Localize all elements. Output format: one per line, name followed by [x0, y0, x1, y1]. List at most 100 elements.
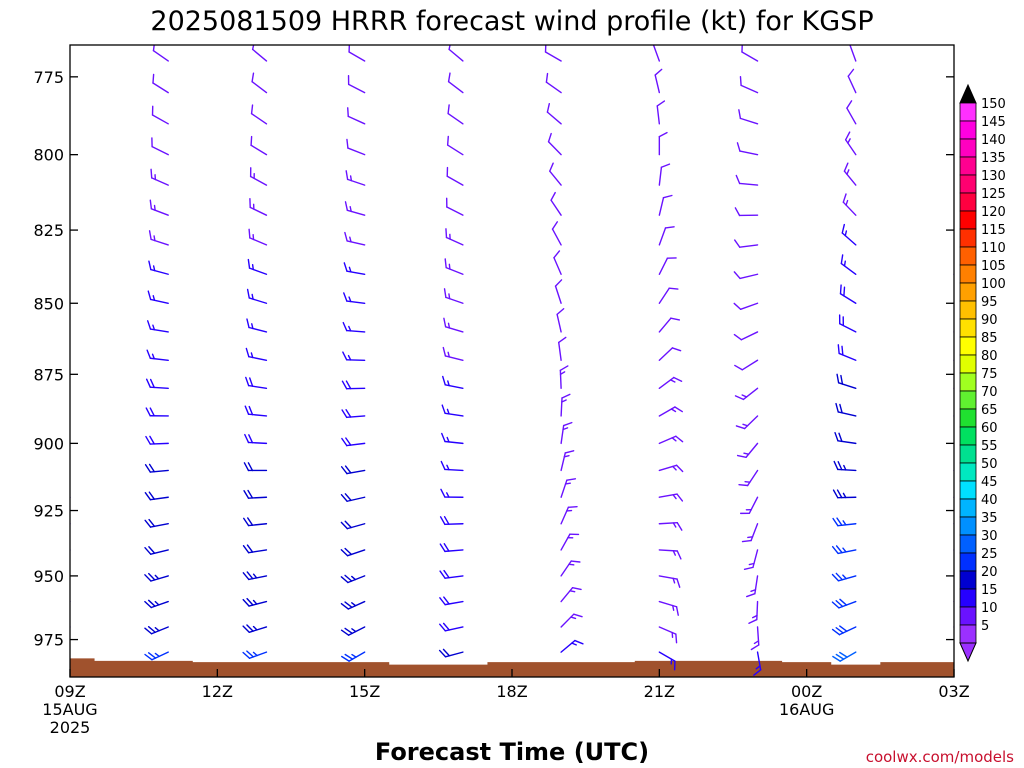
barb-feather: [246, 650, 254, 658]
wind-barb: [554, 279, 563, 304]
barb-feather: [836, 489, 843, 499]
barb-feather: [149, 407, 155, 417]
wind-barb: [560, 450, 575, 472]
barb-feather: [147, 599, 156, 607]
colorbar-swatch: [959, 300, 977, 320]
wind-barb: [443, 317, 464, 333]
barb-feather: [446, 464, 450, 471]
barb-feather: [847, 68, 855, 77]
wind-barb: [840, 254, 857, 275]
y-tick-label: 775: [33, 68, 64, 87]
wind-barb: [838, 314, 857, 333]
wind-barb: [560, 533, 580, 551]
barb-shaft: [849, 45, 857, 62]
barb-feather: [837, 461, 843, 471]
barb-feather: [242, 572, 250, 581]
barb-feather: [835, 402, 839, 413]
barb-feather: [741, 539, 752, 543]
colorbar-label: 65: [981, 403, 998, 418]
wind-barb: [658, 575, 681, 588]
wind-barb: [144, 651, 169, 661]
barb-feather: [842, 492, 847, 499]
barb-feather: [246, 597, 254, 606]
barb-shaft: [149, 298, 169, 304]
barb-shaft: [559, 369, 562, 389]
barb-feather: [568, 563, 575, 566]
barb-feather: [248, 434, 254, 444]
wind-barb: [439, 543, 464, 553]
barb-feather: [152, 295, 156, 302]
barb-feather: [252, 573, 258, 579]
wind-barb: [558, 336, 567, 361]
barb-feather: [149, 435, 155, 445]
colorbar-label: 45: [981, 475, 998, 490]
colorbar-swatch: [959, 336, 977, 356]
barb-feather: [145, 407, 151, 417]
barb-shaft: [247, 496, 268, 499]
wind-barb: [556, 308, 565, 333]
barb-shaft: [658, 600, 678, 608]
barb-shaft: [658, 166, 663, 186]
barb-shaft: [346, 240, 366, 246]
x-tick-sublabel: 15AUG: [42, 700, 97, 719]
wind-barb: [831, 545, 857, 555]
barb-feather: [144, 600, 152, 609]
barb-shaft: [839, 293, 857, 304]
barb-feather: [447, 380, 450, 387]
wind-barb: [550, 191, 562, 216]
barb-feather: [443, 543, 450, 552]
colorbar-swatch: [959, 156, 977, 176]
barb-feather: [570, 616, 577, 620]
barb-feather: [347, 354, 352, 361]
wind-barb: [144, 546, 169, 555]
barb-shaft: [150, 600, 169, 609]
wind-barb: [445, 228, 464, 246]
wind-barb: [658, 226, 675, 246]
barb-feather: [564, 482, 571, 485]
barb-feather: [344, 574, 353, 582]
barb-shaft: [746, 469, 759, 487]
barb-feather: [153, 204, 156, 211]
barb-shaft: [837, 523, 857, 527]
barb-shaft: [446, 144, 464, 156]
barb-feather: [349, 175, 353, 182]
colorbar-swatch: [959, 228, 977, 248]
barb-feather: [154, 626, 160, 632]
barb-feather: [549, 162, 554, 172]
barb-feather: [751, 614, 758, 619]
plot-area: [69, 44, 955, 678]
barb-shaft: [656, 105, 661, 125]
wind-barb: [340, 626, 366, 636]
wind-barb: [658, 522, 683, 531]
x-tick-label: 21Z: [644, 682, 675, 701]
wind-barb: [440, 460, 464, 472]
colorbar-swatch: [959, 408, 977, 428]
barb-feather: [243, 517, 250, 527]
wind-barb: [733, 302, 759, 310]
wind-barb: [243, 462, 268, 472]
colorbar-label: 120: [981, 205, 1006, 220]
x-tick-sublabel: 2025: [50, 718, 91, 737]
wind-barb: [658, 651, 676, 671]
barb-shaft: [837, 575, 857, 582]
wind-barb: [343, 262, 366, 275]
barb-feather: [348, 325, 352, 332]
barb-shaft: [739, 273, 759, 280]
wind-barb: [152, 73, 169, 94]
barb-shaft: [837, 549, 857, 555]
colorbar-label: 25: [981, 547, 998, 562]
wind-barb: [739, 496, 759, 515]
barb-shaft: [838, 626, 857, 636]
colorbar-label: 105: [981, 259, 1006, 274]
wind-barb: [447, 72, 464, 94]
wind-barb: [831, 572, 857, 582]
wind-barb: [242, 597, 268, 607]
barb-feather: [246, 571, 254, 580]
wind-barb: [439, 596, 464, 606]
wind-barb: [144, 491, 169, 501]
barb-shaft: [738, 182, 759, 186]
barb-feather: [249, 377, 254, 387]
barb-feather: [251, 264, 254, 271]
wind-barb: [831, 598, 857, 609]
